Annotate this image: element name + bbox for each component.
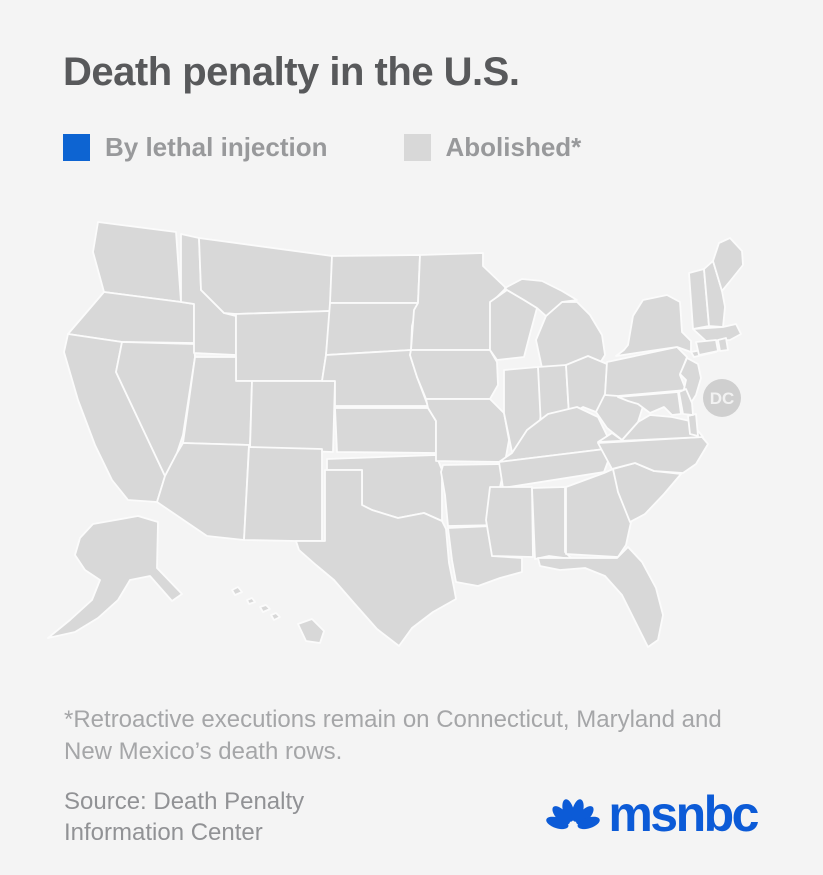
state-TX	[295, 469, 457, 647]
state-KS	[334, 407, 437, 454]
state-ND	[329, 254, 421, 304]
state-HI-kauai	[231, 586, 243, 596]
msnbc-logo-text: msnbc	[608, 786, 759, 842]
legend-swatch-abolished	[403, 134, 431, 161]
state-HI-big-island	[297, 618, 325, 644]
msnbc-logo: msnbc	[545, 784, 759, 844]
state-MO	[425, 398, 510, 463]
state-MS	[485, 486, 534, 558]
state-PA	[604, 346, 688, 397]
state-TN	[498, 447, 614, 489]
state-SD	[325, 302, 419, 356]
legend-label-lethal-injection: By lethal injection	[105, 132, 328, 162]
peacock-feathers	[546, 799, 601, 830]
states-layer	[47, 221, 744, 648]
footnote-line-1: *Retroactive executions remain on Connec…	[64, 706, 722, 733]
state-CT	[695, 339, 719, 356]
nbc-peacock-icon	[546, 799, 601, 830]
page-title: Death penalty in the U.S.	[63, 50, 520, 94]
source-line-2: Information Center	[64, 819, 263, 846]
legend-item-abolished: Abolished*	[403, 132, 582, 163]
footnote: *Retroactive executions remain on Connec…	[64, 704, 794, 768]
legend-label-abolished: Abolished*	[445, 132, 582, 162]
state-MI-upper	[504, 278, 578, 317]
state-DE	[678, 388, 694, 416]
state-HI-oahu	[246, 597, 256, 605]
legend: By lethal injection Abolished*	[63, 132, 783, 163]
state-MI-lower	[535, 301, 606, 371]
state-NY	[615, 294, 692, 357]
dc-badge: DC	[703, 379, 741, 417]
state-VA-eastern-shore	[687, 413, 699, 437]
state-HI-maui	[270, 612, 281, 621]
state-NM	[243, 446, 323, 542]
state-WY	[235, 310, 331, 382]
state-RI	[717, 337, 729, 352]
state-HI-molokai	[259, 604, 271, 613]
state-AK	[47, 515, 183, 639]
source-line-1: Source: Death Penalty	[64, 788, 305, 815]
source-attribution: Source: Death Penalty Information Center	[64, 786, 404, 848]
state-IA	[409, 349, 499, 400]
footnote-line-2: New Mexico’s death rows.	[64, 738, 343, 765]
dc-badge-label: DC	[710, 389, 735, 408]
state-ME	[712, 237, 744, 292]
state-WA	[92, 221, 182, 303]
dc-badge-circle	[703, 379, 741, 417]
state-FL	[537, 546, 664, 648]
state-MT	[198, 237, 333, 315]
state-CO	[249, 380, 336, 453]
state-MD	[617, 391, 682, 416]
legend-item-lethal-injection: By lethal injection	[63, 132, 328, 163]
state-NC	[597, 436, 709, 474]
legend-swatch-lethal-injection	[63, 134, 90, 161]
